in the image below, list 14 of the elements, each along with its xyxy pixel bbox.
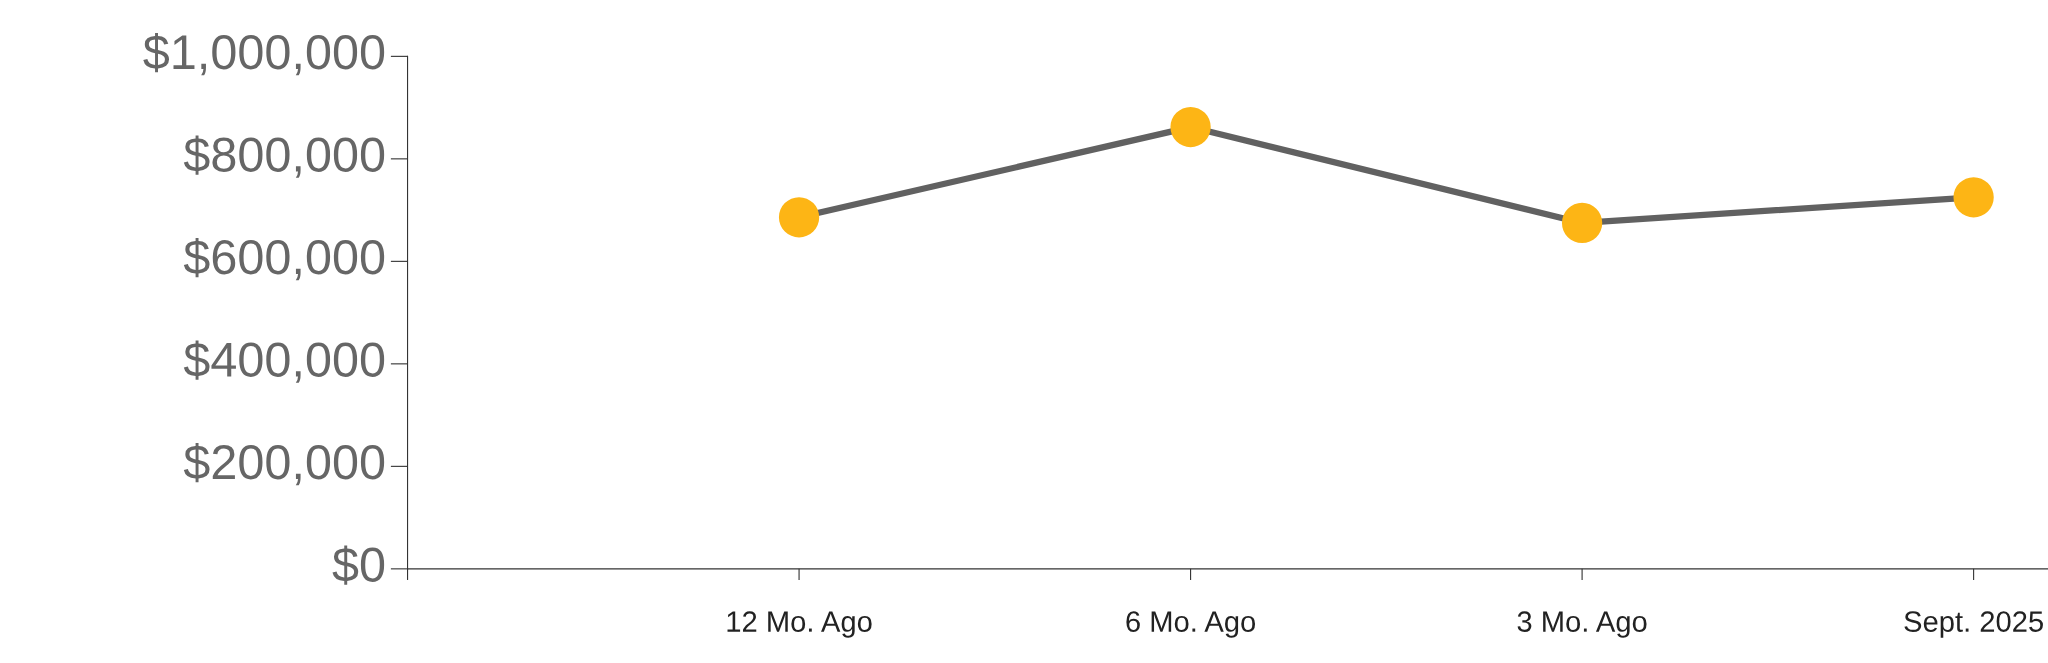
y-tick-label: $800,000 [183,135,385,178]
x-tick-label: 6 Mo. Ago [1126,611,1256,638]
y-tick-label: $200,000 [183,442,385,486]
point [778,197,820,238]
point [1561,202,1603,244]
x-tick-label: 3 Mo. Ago [1517,611,1647,638]
y-tick-label: $0 [332,545,385,585]
y-tick-label: $400,000 [183,340,385,383]
y-tick-label: $600,000 [183,237,385,281]
point [1170,106,1211,148]
x-tick-label: Sept. 2025 [1904,611,2043,638]
point [1953,177,1994,218]
y-tick-label: $1,000,000 [143,32,385,76]
x-tick-label: 12 Mo. Ago [727,611,872,638]
